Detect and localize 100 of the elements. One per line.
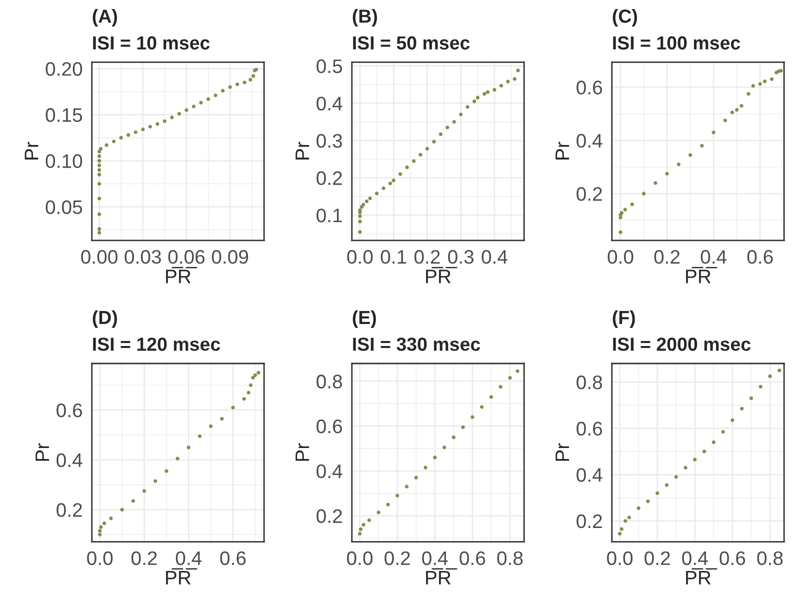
point: [442, 446, 446, 450]
point: [746, 92, 750, 96]
point: [674, 475, 678, 479]
point: [712, 130, 716, 134]
point: [186, 446, 190, 450]
chart-subtitle: ISI = 10 msec: [93, 36, 210, 50]
point: [198, 434, 202, 438]
y-axis-title: Pr: [36, 443, 50, 461]
point: [424, 466, 428, 470]
point: [164, 469, 168, 473]
point: [770, 77, 774, 82]
point: [97, 158, 102, 163]
point: [358, 532, 362, 536]
point: [433, 456, 437, 460]
y-tick-label: 0.20: [46, 62, 82, 76]
point: [516, 369, 520, 373]
point: [740, 104, 744, 108]
point: [361, 202, 366, 207]
point: [620, 527, 624, 531]
y-tick-label: 0.5: [316, 59, 342, 74]
point: [398, 172, 402, 176]
point: [231, 406, 235, 410]
y-tick-label: 0.2: [576, 514, 602, 528]
point: [654, 181, 658, 185]
y-tick-label: 0.2: [316, 509, 342, 524]
x-axis-title: P̅R̅: [166, 568, 198, 584]
x-tick-label: 0.2: [131, 551, 157, 566]
y-tick-label: 0.2: [316, 171, 342, 186]
x-tick-label: 0.06: [168, 250, 205, 264]
x-tick-label: 0.03: [124, 250, 161, 264]
point: [170, 116, 174, 120]
x-tick-label: 0.09: [212, 250, 248, 264]
point: [476, 96, 480, 100]
point: [199, 100, 203, 105]
point: [388, 182, 392, 186]
y-tick-label: 0.3: [316, 134, 342, 148]
point: [693, 458, 697, 462]
y-tick-label: 0.10: [46, 154, 82, 168]
point: [618, 532, 622, 536]
point: [636, 506, 640, 510]
point: [97, 168, 102, 172]
point: [700, 144, 704, 148]
point: [248, 383, 253, 387]
y-axis-title: Pr: [24, 142, 38, 160]
point: [376, 510, 380, 514]
point: [412, 159, 416, 163]
point: [156, 122, 160, 126]
point: [256, 370, 260, 375]
y-tick-label: 0.2: [56, 503, 82, 517]
chart-title: (B): [352, 9, 377, 27]
chart-subtitle: ISI = 50 msec: [353, 36, 470, 50]
point: [758, 82, 762, 86]
point: [162, 119, 167, 123]
point: [721, 430, 725, 434]
point: [676, 162, 681, 166]
chart-title: (C): [612, 9, 637, 27]
point: [472, 100, 476, 104]
point: [498, 384, 502, 389]
point: [740, 406, 744, 410]
point: [153, 479, 158, 483]
x-tick-label: 0.3: [448, 250, 474, 264]
y-tick-label: 0.1: [316, 208, 342, 222]
point: [99, 525, 103, 529]
y-tick-label: 0.6: [576, 422, 602, 436]
point: [206, 97, 210, 101]
point: [134, 130, 138, 134]
point: [470, 415, 474, 419]
point: [623, 208, 627, 212]
chart-title: (A): [92, 9, 117, 27]
point: [374, 192, 379, 196]
point: [358, 214, 362, 218]
x-tick-label: 0.2: [654, 250, 680, 264]
x-axis-title: P̅R̅: [686, 568, 718, 584]
point: [395, 494, 400, 498]
point: [109, 516, 113, 520]
chart-title: (E): [352, 310, 376, 328]
x-axis-title: P̅R̅: [166, 266, 198, 284]
x-tick-label: 0.00: [81, 250, 118, 264]
point: [98, 146, 103, 151]
point: [405, 166, 409, 170]
point: [176, 456, 180, 460]
chart-subtitle: ISI = 120 msec: [93, 338, 220, 351]
point: [358, 527, 363, 532]
point: [98, 528, 102, 533]
y-tick-label: 0.6: [576, 80, 602, 94]
point: [418, 152, 422, 157]
point: [459, 112, 463, 116]
x-tick-label: 0.0: [608, 250, 634, 264]
point: [461, 425, 465, 430]
y-tick-label: 0.4: [316, 96, 342, 110]
y-axis-title: Pr: [556, 142, 570, 160]
point: [627, 516, 631, 520]
point: [368, 196, 372, 200]
x-tick-label: 0.0: [607, 551, 633, 566]
x-axis-title: P̅R̅: [426, 266, 458, 284]
point: [489, 395, 494, 399]
point: [220, 416, 224, 421]
point: [177, 112, 182, 116]
x-tick-label: 0.4: [422, 551, 448, 566]
point: [438, 132, 443, 136]
